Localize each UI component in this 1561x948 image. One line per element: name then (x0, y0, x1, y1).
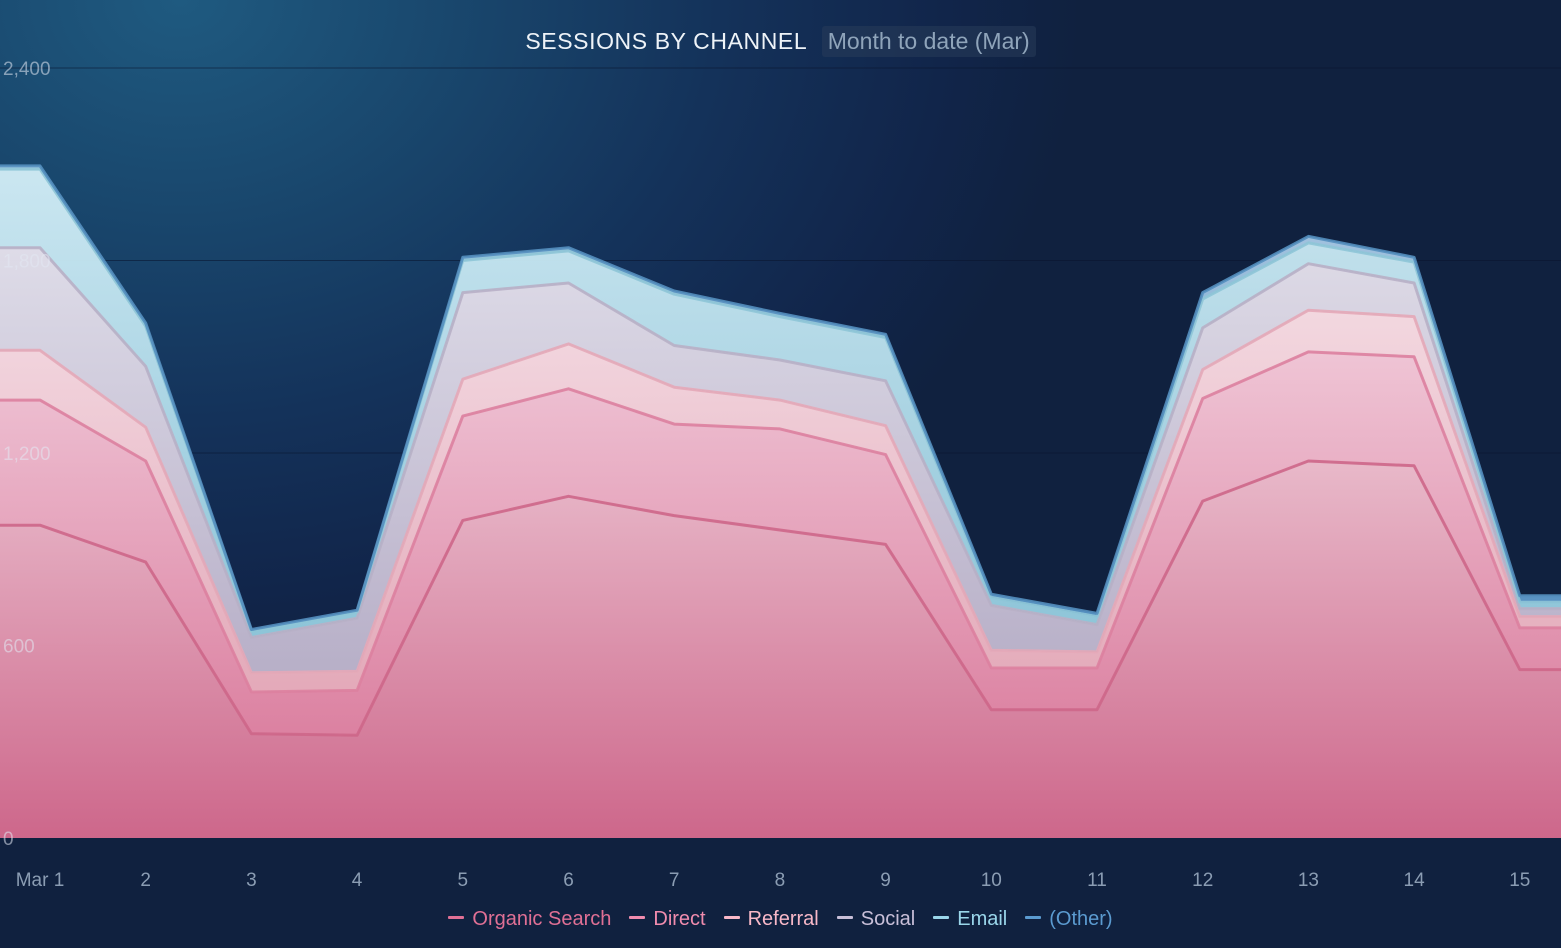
line-organic-search (0, 459, 1561, 737)
x-tick-label: 9 (880, 870, 891, 891)
area-social[interactable] (0, 247, 1561, 673)
legend-item-direct[interactable]: Direct (629, 908, 706, 931)
chart-title: SESSIONS BY CHANNEL (525, 28, 808, 54)
legend-label: Referral (747, 908, 819, 930)
legend-item-social[interactable]: Social (836, 908, 916, 931)
x-tick-label: 2 (140, 870, 151, 891)
legend-swatch (448, 916, 465, 920)
x-tick-label: 4 (352, 870, 363, 891)
legend-label: Organic Search (472, 908, 612, 930)
y-axis: 0 600 1,200 1,800 2,400 (3, 59, 51, 850)
y-tick-label: 1,200 (3, 444, 51, 465)
area-layers (0, 164, 1561, 838)
area-direct[interactable] (0, 351, 1561, 736)
line-social (0, 246, 1561, 639)
legend-swatch (933, 916, 950, 920)
x-tick-label: 11 (1087, 870, 1107, 891)
x-tick-label: 12 (1192, 870, 1213, 891)
y-tick-label: 600 (3, 637, 35, 658)
area-organic-search[interactable] (0, 461, 1561, 838)
legend-label: Email (957, 908, 1008, 930)
legend-item-organic-search[interactable]: Organic Search (448, 908, 611, 931)
legend-swatch (629, 916, 646, 920)
x-tick-label: 8 (775, 870, 786, 891)
chart-header: SESSIONS BY CHANNEL Month to date (Mar) (0, 26, 1561, 57)
legend-swatch (723, 916, 740, 920)
legend-label: (Other) (1049, 908, 1113, 930)
x-tick-label: 14 (1404, 870, 1426, 891)
x-tick-label: 13 (1298, 870, 1319, 891)
chart-subtitle[interactable]: Month to date (Mar) (821, 26, 1036, 57)
area-referral[interactable] (0, 310, 1561, 692)
legend-item-other[interactable]: (Other) (1025, 908, 1113, 931)
legend-label: Social (860, 908, 916, 930)
x-tick-label: 5 (458, 870, 469, 891)
legend-label: Direct (653, 908, 706, 930)
legend-swatch (1025, 916, 1042, 920)
line-other (0, 164, 1561, 631)
legend-swatch (836, 916, 853, 920)
y-tick-label: 2,400 (3, 59, 51, 80)
x-tick-label: 7 (669, 870, 680, 891)
line-direct (0, 350, 1561, 694)
y-tick-label: 1,800 (3, 252, 51, 273)
chart-legend: Organic Search Direct Referral Social Email (… (0, 908, 1561, 931)
y-tick-label: 0 (3, 829, 14, 850)
line-referral (0, 308, 1561, 675)
x-tick-label: Mar 1 (16, 870, 65, 891)
legend-item-email[interactable]: Email (933, 908, 1007, 931)
x-tick-label: 10 (981, 870, 1002, 891)
x-tick-label: 3 (246, 870, 257, 891)
x-axis: Mar 1 2 3 4 5 6 7 8 9 10 11 12 13 14 15 (16, 870, 1531, 891)
x-tick-label: 15 (1509, 870, 1530, 891)
legend-item-referral[interactable]: Referral (723, 908, 819, 931)
x-tick-label: 6 (563, 870, 574, 891)
